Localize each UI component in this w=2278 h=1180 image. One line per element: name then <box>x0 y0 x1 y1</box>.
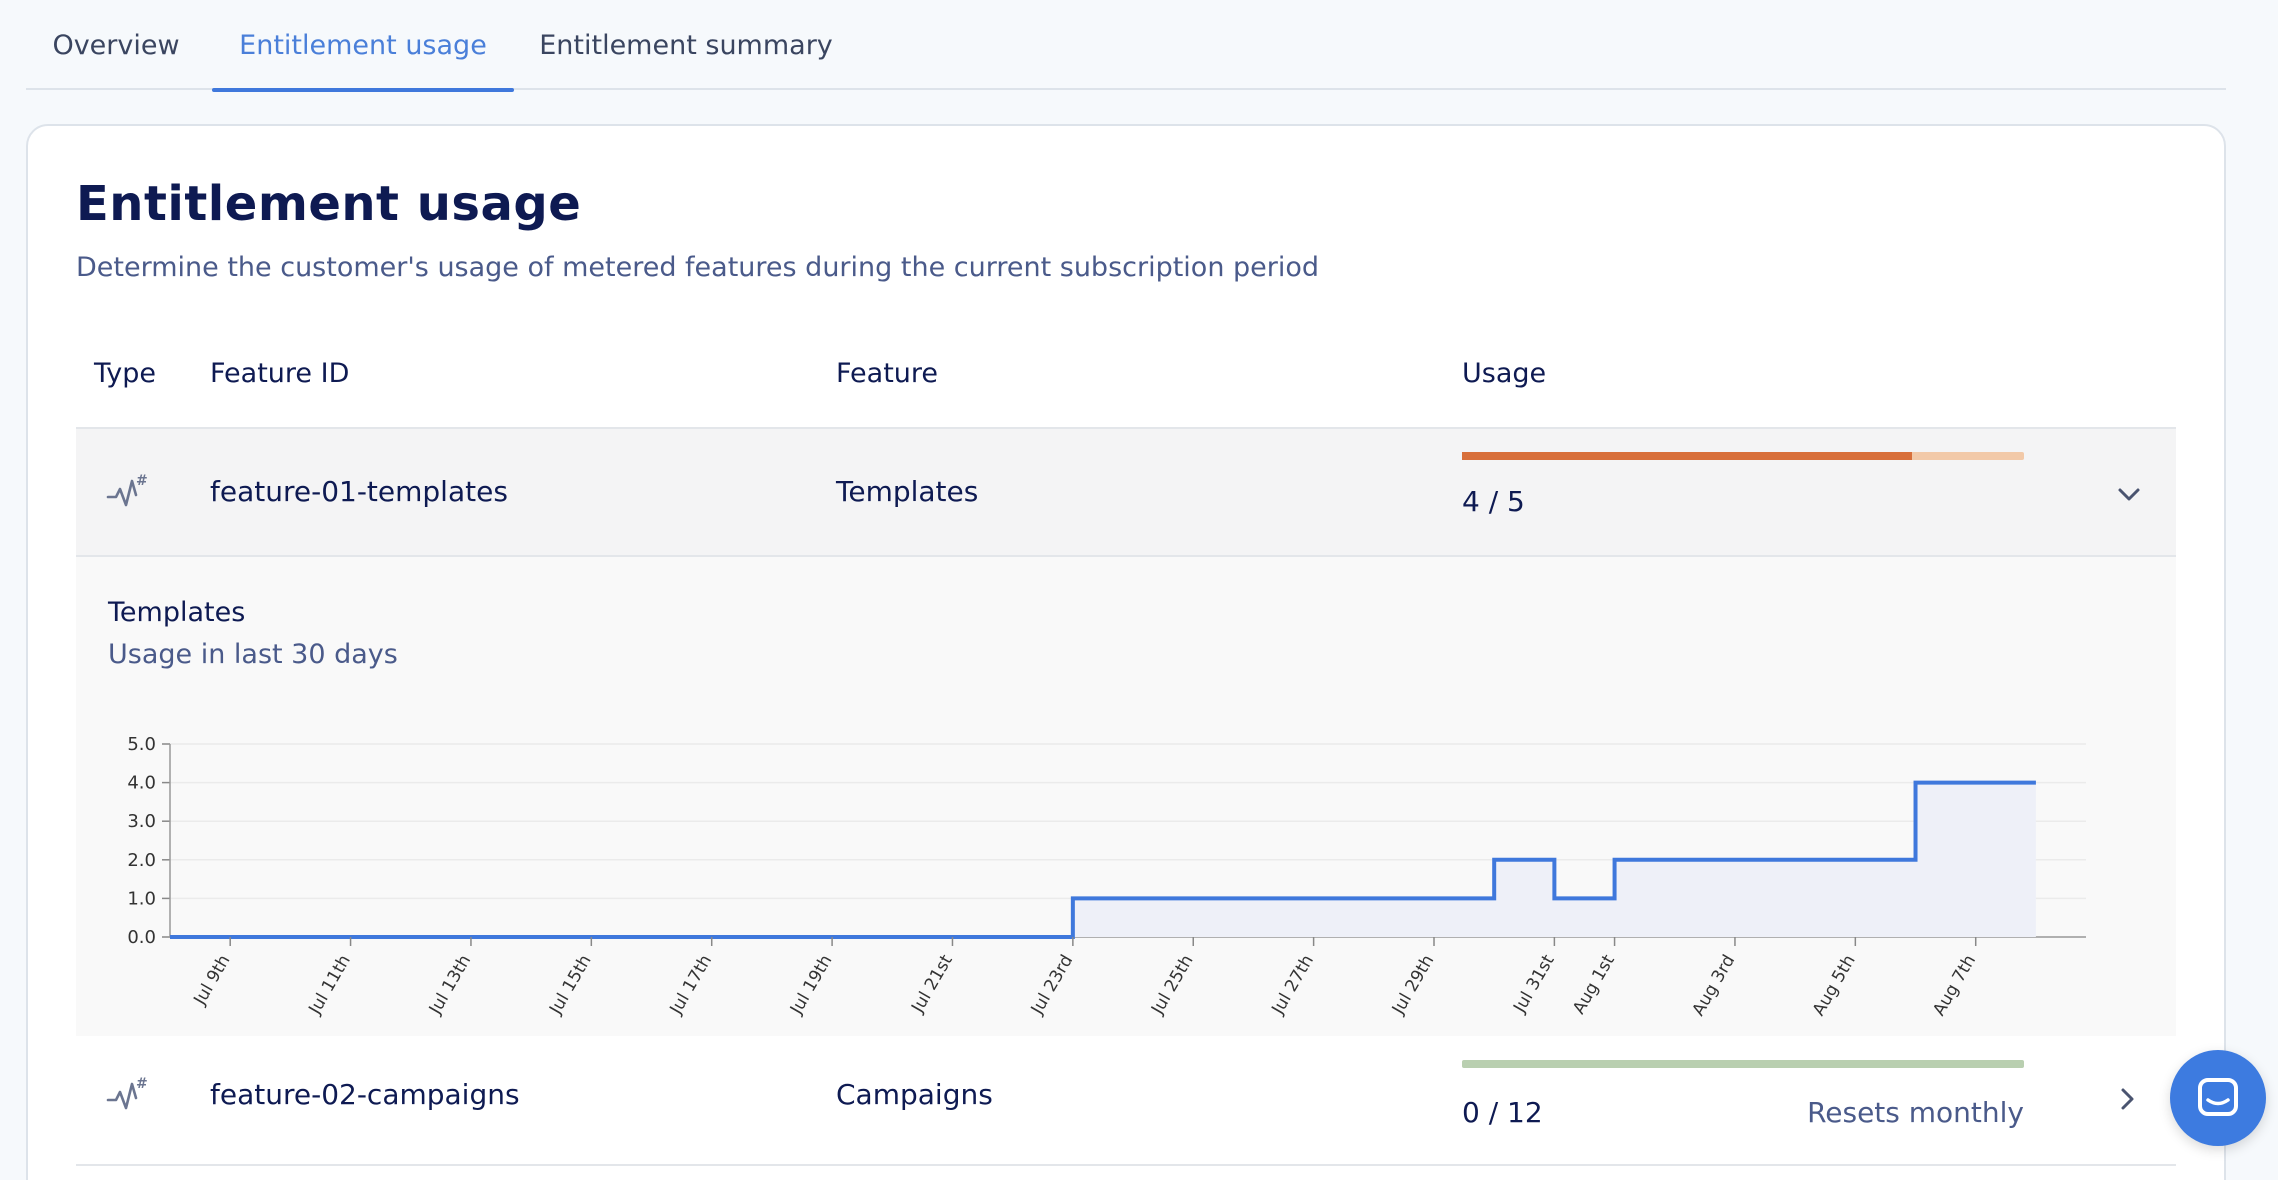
x-tick-label: Jul 11th <box>305 952 355 1019</box>
usage-chart-panel: Templates Usage in last 30 days 0.0 1.0 2.… <box>76 557 2176 1036</box>
tab-bar: Overview Entitlement usage Entitlement s… <box>26 0 2226 92</box>
column-header-feature-id: Feature ID <box>210 358 350 389</box>
y-tick-label: 5.0 <box>127 734 156 755</box>
usage-count: 4 / 5 <box>1462 485 1525 518</box>
table-row[interactable]: # feature-01-templates Templates 4 / 5 <box>76 427 2176 557</box>
usage-progress-bar <box>1462 452 2024 460</box>
x-tick-label: Jul 17th <box>666 952 716 1019</box>
svg-text:#: # <box>136 1076 148 1092</box>
x-tick-label: Aug 7th <box>1929 952 1980 1020</box>
reset-label: Resets monthly <box>1807 1096 2024 1129</box>
table-row[interactable]: # feature-02-campaigns Campaigns 0 / 12 … <box>76 1036 2176 1166</box>
x-tick-label: Jul 25th <box>1147 952 1197 1019</box>
column-header-usage: Usage <box>1462 358 1547 389</box>
x-tick-label: Aug 5th <box>1809 952 1860 1020</box>
series-line <box>170 780 2036 939</box>
y-tick-label: 3.0 <box>127 811 156 832</box>
x-tick-label: Jul 15th <box>545 952 595 1019</box>
x-tick-label: Jul 23rd <box>1027 952 1077 1019</box>
feature-id: feature-01-templates <box>210 475 508 508</box>
x-tick-label: Jul 19th <box>786 952 836 1019</box>
x-tick-label: Jul 21st <box>907 951 957 1017</box>
chevron-right-icon[interactable] <box>2112 1084 2142 1114</box>
chat-launcher-button[interactable] <box>2170 1050 2266 1146</box>
tab-entitlement-summary[interactable]: Entitlement summary <box>539 29 833 61</box>
x-tick-label: Aug 3rd <box>1689 952 1740 1020</box>
column-header-type: Type <box>94 358 157 389</box>
tab-entitlement-usage[interactable]: Entitlement usage <box>212 0 514 92</box>
y-tick-label: 2.0 <box>127 850 156 871</box>
column-header-feature: Feature <box>836 358 939 389</box>
feature-id: feature-02-campaigns <box>210 1078 520 1111</box>
feature-name: Templates <box>836 475 979 508</box>
x-tick-label: Jul 29th <box>1388 952 1438 1019</box>
y-tick-label: 1.0 <box>127 888 156 909</box>
usage-count: 0 / 12 <box>1462 1096 1543 1129</box>
x-tick-label: Jul 9th <box>190 952 235 1010</box>
page-title: Entitlement usage <box>76 176 582 232</box>
chat-icon <box>2198 1078 2238 1116</box>
svg-text:#: # <box>136 473 148 489</box>
chevron-down-icon[interactable] <box>2114 479 2144 509</box>
y-tick-label: 0.0 <box>127 927 156 948</box>
x-tick-label: Jul 27th <box>1268 952 1318 1019</box>
x-tick-label: Aug 1st <box>1569 951 1619 1018</box>
tab-overview[interactable]: Overview <box>52 29 180 61</box>
usage-progress-bar <box>1462 1060 2024 1068</box>
chart-panel-subtitle: Usage in last 30 days <box>108 639 398 670</box>
usage-progress-fill <box>1462 452 1912 460</box>
entitlement-usage-card: Entitlement usage Determine the customer… <box>26 124 2226 1180</box>
x-tick-label: Jul 31st <box>1509 951 1559 1017</box>
usage-step-chart: 0.0 1.0 2.0 3.0 4.0 5.0 Jul 9th Jul 11th Jul 13t… <box>127 734 2086 1020</box>
page-subtitle: Determine the customer's usage of metere… <box>76 252 1320 283</box>
x-tick-label: Jul 13th <box>425 952 475 1019</box>
chart-panel-title: Templates <box>108 597 246 628</box>
feature-name: Campaigns <box>836 1078 993 1111</box>
metered-usage-icon: # <box>106 473 148 507</box>
y-tick-label: 4.0 <box>127 773 156 794</box>
metered-usage-icon: # <box>106 1076 148 1110</box>
